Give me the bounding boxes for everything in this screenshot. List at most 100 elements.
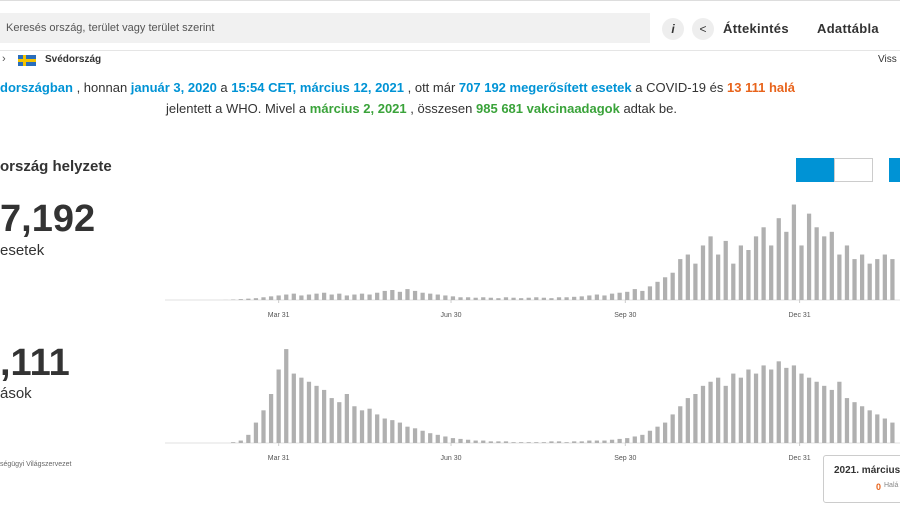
bar <box>382 290 387 300</box>
bar <box>291 293 296 300</box>
bar <box>723 240 728 300</box>
bar <box>276 369 281 443</box>
bar <box>852 259 857 300</box>
bar <box>594 440 600 443</box>
tooltip-label: Halá <box>884 482 899 489</box>
bar <box>723 385 728 443</box>
bar <box>481 440 486 443</box>
bar <box>306 294 312 300</box>
bar <box>519 298 524 300</box>
bar <box>519 442 524 443</box>
bar <box>329 294 334 300</box>
bar <box>829 231 834 300</box>
bar <box>693 394 698 443</box>
summary-text: 15:54 CET, március 12, 2021 <box>231 80 404 95</box>
bar <box>261 410 266 443</box>
bar <box>359 293 365 300</box>
bar <box>253 422 259 443</box>
bar <box>246 298 251 300</box>
bar <box>640 434 645 443</box>
bar <box>784 367 789 443</box>
bar <box>685 254 690 300</box>
bar <box>799 373 804 443</box>
bar <box>617 438 622 443</box>
bar <box>367 294 372 300</box>
x-tick-label: Mar 31 <box>268 312 290 319</box>
bar <box>867 263 872 300</box>
table-tab[interactable]: Adattábla <box>817 21 879 36</box>
bar <box>503 297 509 300</box>
bar <box>496 298 501 300</box>
bar <box>458 297 463 300</box>
bar <box>352 294 357 300</box>
bar <box>375 414 380 443</box>
deaths-total: ,111 <box>0 342 70 384</box>
bar <box>655 426 660 443</box>
summary-text: , honnan <box>72 80 131 95</box>
bar <box>435 434 440 443</box>
x-tick-label: Dec 31 <box>789 312 811 319</box>
bar <box>412 428 418 443</box>
summary-text: adtak be. <box>619 101 677 116</box>
bar <box>268 394 274 443</box>
cumulative-toggle[interactable] <box>834 158 873 182</box>
x-tick-label: Dec 31 <box>789 455 811 462</box>
back-link[interactable]: Viss <box>878 54 897 65</box>
bar <box>488 441 493 443</box>
bar <box>647 286 653 300</box>
bar <box>859 406 865 443</box>
bar <box>678 259 683 300</box>
search-box[interactable]: Keresés ország, terület vagy terület sze… <box>0 13 650 43</box>
share-icon[interactable]: < <box>692 18 714 40</box>
bar <box>875 259 880 300</box>
bar <box>473 297 478 300</box>
cases-label: esetek <box>0 242 45 259</box>
bar <box>337 402 342 443</box>
bar <box>428 293 433 300</box>
daily-toggle[interactable] <box>796 158 834 182</box>
bar <box>276 295 281 300</box>
bar <box>428 433 433 443</box>
bar <box>238 440 243 443</box>
bar <box>450 296 456 300</box>
info-icon[interactable]: i <box>662 18 684 40</box>
bar <box>564 297 569 300</box>
bar <box>844 398 850 443</box>
bar <box>572 296 577 300</box>
bar <box>875 414 880 443</box>
menu-button[interactable] <box>889 158 900 182</box>
bar <box>420 292 425 300</box>
bar <box>716 254 721 300</box>
bar <box>776 218 781 300</box>
bar <box>890 259 895 300</box>
overview-tab[interactable]: Áttekintés <box>723 21 789 36</box>
bar <box>322 292 327 300</box>
bar <box>231 442 236 443</box>
bar <box>829 389 834 443</box>
bar <box>708 236 713 300</box>
breadcrumb-arrow: › <box>2 53 6 65</box>
breadcrumb-country[interactable]: Svédország <box>45 54 102 65</box>
bar <box>572 441 577 443</box>
bar <box>685 398 690 443</box>
bar <box>814 381 819 443</box>
bar <box>541 442 546 443</box>
x-tick-label: Mar 31 <box>268 455 290 462</box>
bar <box>390 420 395 443</box>
bar <box>412 290 418 300</box>
bar <box>450 438 456 443</box>
bar <box>655 281 660 300</box>
bar <box>859 254 865 300</box>
bar <box>662 422 668 443</box>
bar <box>587 295 592 300</box>
cases-total: 7,192 <box>0 198 96 240</box>
bar <box>435 294 440 300</box>
bar <box>397 422 403 443</box>
bar <box>822 385 827 443</box>
bar <box>746 369 751 443</box>
bar <box>761 365 766 443</box>
bar <box>670 414 675 443</box>
bar <box>503 441 509 443</box>
bar <box>473 440 478 443</box>
